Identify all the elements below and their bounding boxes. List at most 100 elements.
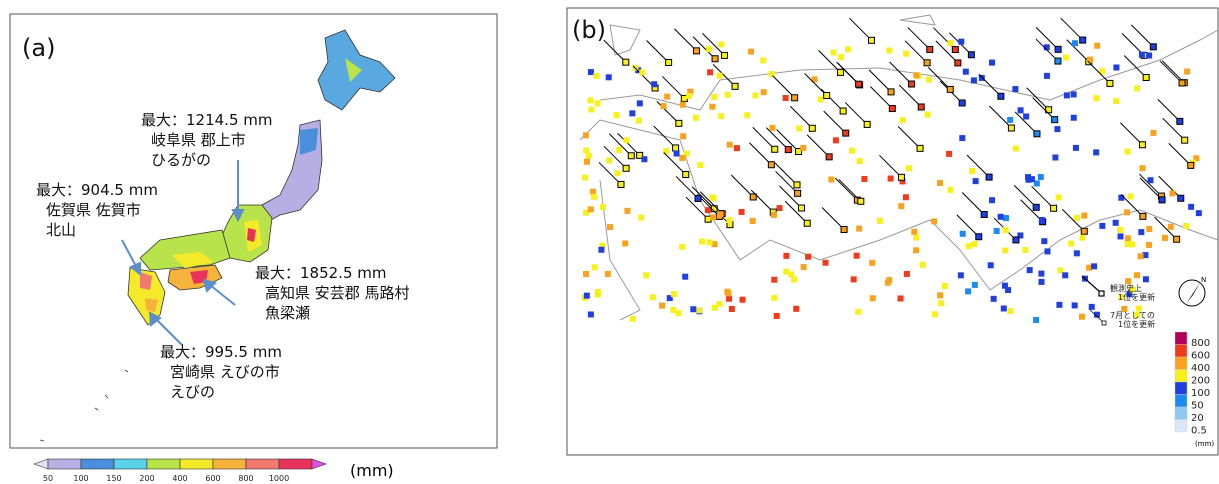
- station: [965, 288, 971, 294]
- station: [1107, 80, 1113, 86]
- colorbar-swatch: [48, 459, 81, 469]
- station: [709, 104, 715, 110]
- station: [1038, 174, 1044, 180]
- station: [913, 235, 919, 241]
- station: [583, 132, 589, 138]
- station: [841, 227, 847, 233]
- colorbar-unit: (mm): [1195, 440, 1214, 448]
- station: [584, 159, 590, 165]
- station: [750, 218, 756, 224]
- station: [1138, 253, 1144, 259]
- station: [636, 118, 642, 124]
- station: [710, 214, 716, 220]
- station: [1091, 263, 1097, 269]
- colorbar-swatch: [1175, 407, 1187, 420]
- colorbar-tick-label: 100: [73, 474, 88, 483]
- station: [1094, 95, 1100, 101]
- station: [898, 295, 904, 301]
- station: [898, 203, 904, 209]
- station: [1138, 229, 1144, 235]
- colorbar-tick-label: 600: [1191, 351, 1210, 362]
- station: [864, 121, 870, 127]
- station: [1139, 52, 1145, 58]
- figure: (a) 最大：1214.5 mm岐阜県 郡上市ひるがの最大：904.5 mm佐賀…: [0, 0, 1219, 484]
- station: [801, 264, 807, 270]
- station: [948, 187, 954, 193]
- colorbar-end: [34, 459, 48, 469]
- station: [903, 194, 909, 200]
- station: [1127, 193, 1133, 199]
- colorbar-swatch: [1175, 332, 1187, 345]
- station: [1139, 165, 1145, 171]
- station: [849, 148, 855, 154]
- annotation-line: 最大：995.5 mm: [160, 343, 282, 361]
- station: [777, 205, 783, 211]
- station: [1117, 227, 1123, 233]
- station: [925, 112, 931, 118]
- annotation-line: 最大：1214.5 mm: [141, 111, 272, 129]
- station: [963, 69, 969, 75]
- colorbar-swatch: [213, 459, 246, 469]
- annotation-line: 佐賀県 佐賀市: [46, 201, 141, 219]
- station: [1029, 176, 1035, 182]
- compass-label: N: [1201, 276, 1206, 284]
- station: [752, 93, 758, 99]
- colorbar-tick-label: 800: [238, 474, 253, 483]
- station: [972, 282, 978, 288]
- station: [670, 307, 676, 313]
- station: [676, 120, 682, 126]
- panel-b: (b) 観測史上1位を更新7月としての1位を更新 N 8006004002001…: [567, 8, 1218, 455]
- station: [845, 46, 851, 52]
- station: [693, 48, 699, 54]
- station: [1033, 317, 1039, 323]
- station: [651, 81, 657, 87]
- station: [622, 240, 628, 246]
- station: [938, 300, 944, 306]
- station: [771, 212, 777, 218]
- station: [837, 69, 843, 75]
- station: [793, 306, 799, 312]
- station: [1118, 233, 1124, 239]
- station: [1073, 145, 1079, 151]
- station: [828, 177, 834, 183]
- station: [593, 73, 599, 79]
- station: [958, 39, 964, 45]
- station: [1012, 86, 1018, 92]
- station: [966, 243, 972, 249]
- station: [800, 145, 806, 151]
- station: [854, 253, 860, 259]
- colorbar-tick-label: 800: [1191, 338, 1210, 349]
- station: [623, 165, 629, 171]
- station: [1134, 272, 1140, 278]
- station: [679, 155, 685, 161]
- colorbar-unit: (mm): [350, 461, 394, 480]
- station: [989, 60, 995, 66]
- station: [1013, 237, 1019, 243]
- station: [991, 296, 997, 302]
- station: [1079, 314, 1085, 320]
- station: [931, 218, 937, 224]
- station: [851, 276, 857, 282]
- station: [1146, 226, 1152, 232]
- station: [1002, 283, 1008, 289]
- station: [1003, 227, 1009, 233]
- colorbar-tick-label: 600: [205, 474, 220, 483]
- station: [600, 204, 606, 210]
- station: [1079, 235, 1085, 241]
- station: [623, 137, 629, 143]
- station: [783, 253, 789, 259]
- station: [969, 168, 975, 174]
- station: [869, 37, 875, 43]
- colorbar-tick-label: 0.5: [1191, 426, 1207, 437]
- station: [607, 224, 613, 230]
- station: [1027, 267, 1033, 273]
- station: [1146, 242, 1152, 248]
- station: [1093, 149, 1099, 155]
- station: [1168, 224, 1174, 230]
- station: [606, 74, 612, 80]
- station: [960, 231, 966, 237]
- station: [717, 211, 723, 217]
- station: [1143, 276, 1149, 282]
- station: [768, 162, 774, 168]
- station: [705, 216, 711, 222]
